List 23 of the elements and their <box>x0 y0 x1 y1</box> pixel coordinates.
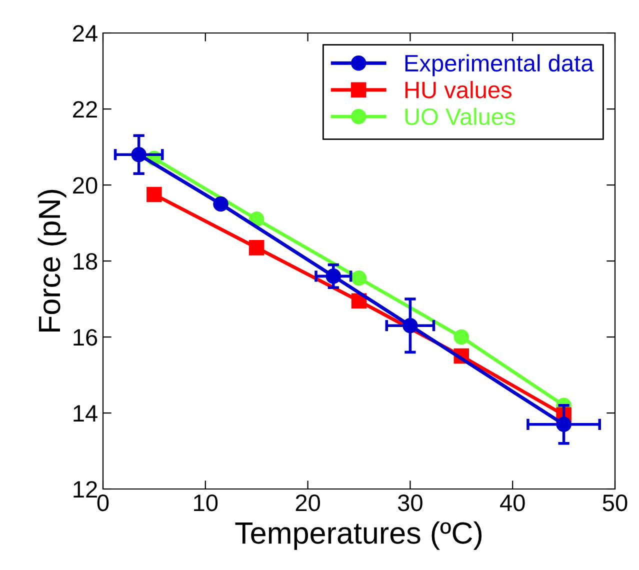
legend-label: HU values <box>405 80 512 98</box>
x-tick-label: 0 <box>97 494 109 512</box>
x-axis-title: Temperatures (ºC) <box>235 521 482 550</box>
x-tick-label: 30 <box>398 494 422 512</box>
y-tick-label: 18 <box>74 253 98 270</box>
y-axis-title: Force (pN) <box>38 190 66 332</box>
y-tick-label: 16 <box>74 329 98 346</box>
legend-label: UO Values <box>405 108 516 126</box>
legend-label: Experimental data <box>405 54 594 76</box>
x-tick-label: 50 <box>602 494 628 512</box>
x-tick-label: 40 <box>500 494 525 512</box>
x-tick-label: 10 <box>194 494 218 512</box>
y-tick-label: 12 <box>74 481 97 498</box>
x-tick-label: 20 <box>296 494 320 512</box>
point <box>454 329 470 345</box>
point <box>146 186 162 202</box>
y-tick-label: 14 <box>74 405 98 422</box>
y-tick-label: 22 <box>73 101 97 118</box>
y-tick-label: 20 <box>73 177 98 194</box>
y-tick-label: 24 <box>73 25 98 42</box>
point <box>351 270 367 286</box>
point <box>213 196 228 212</box>
point <box>248 240 264 256</box>
